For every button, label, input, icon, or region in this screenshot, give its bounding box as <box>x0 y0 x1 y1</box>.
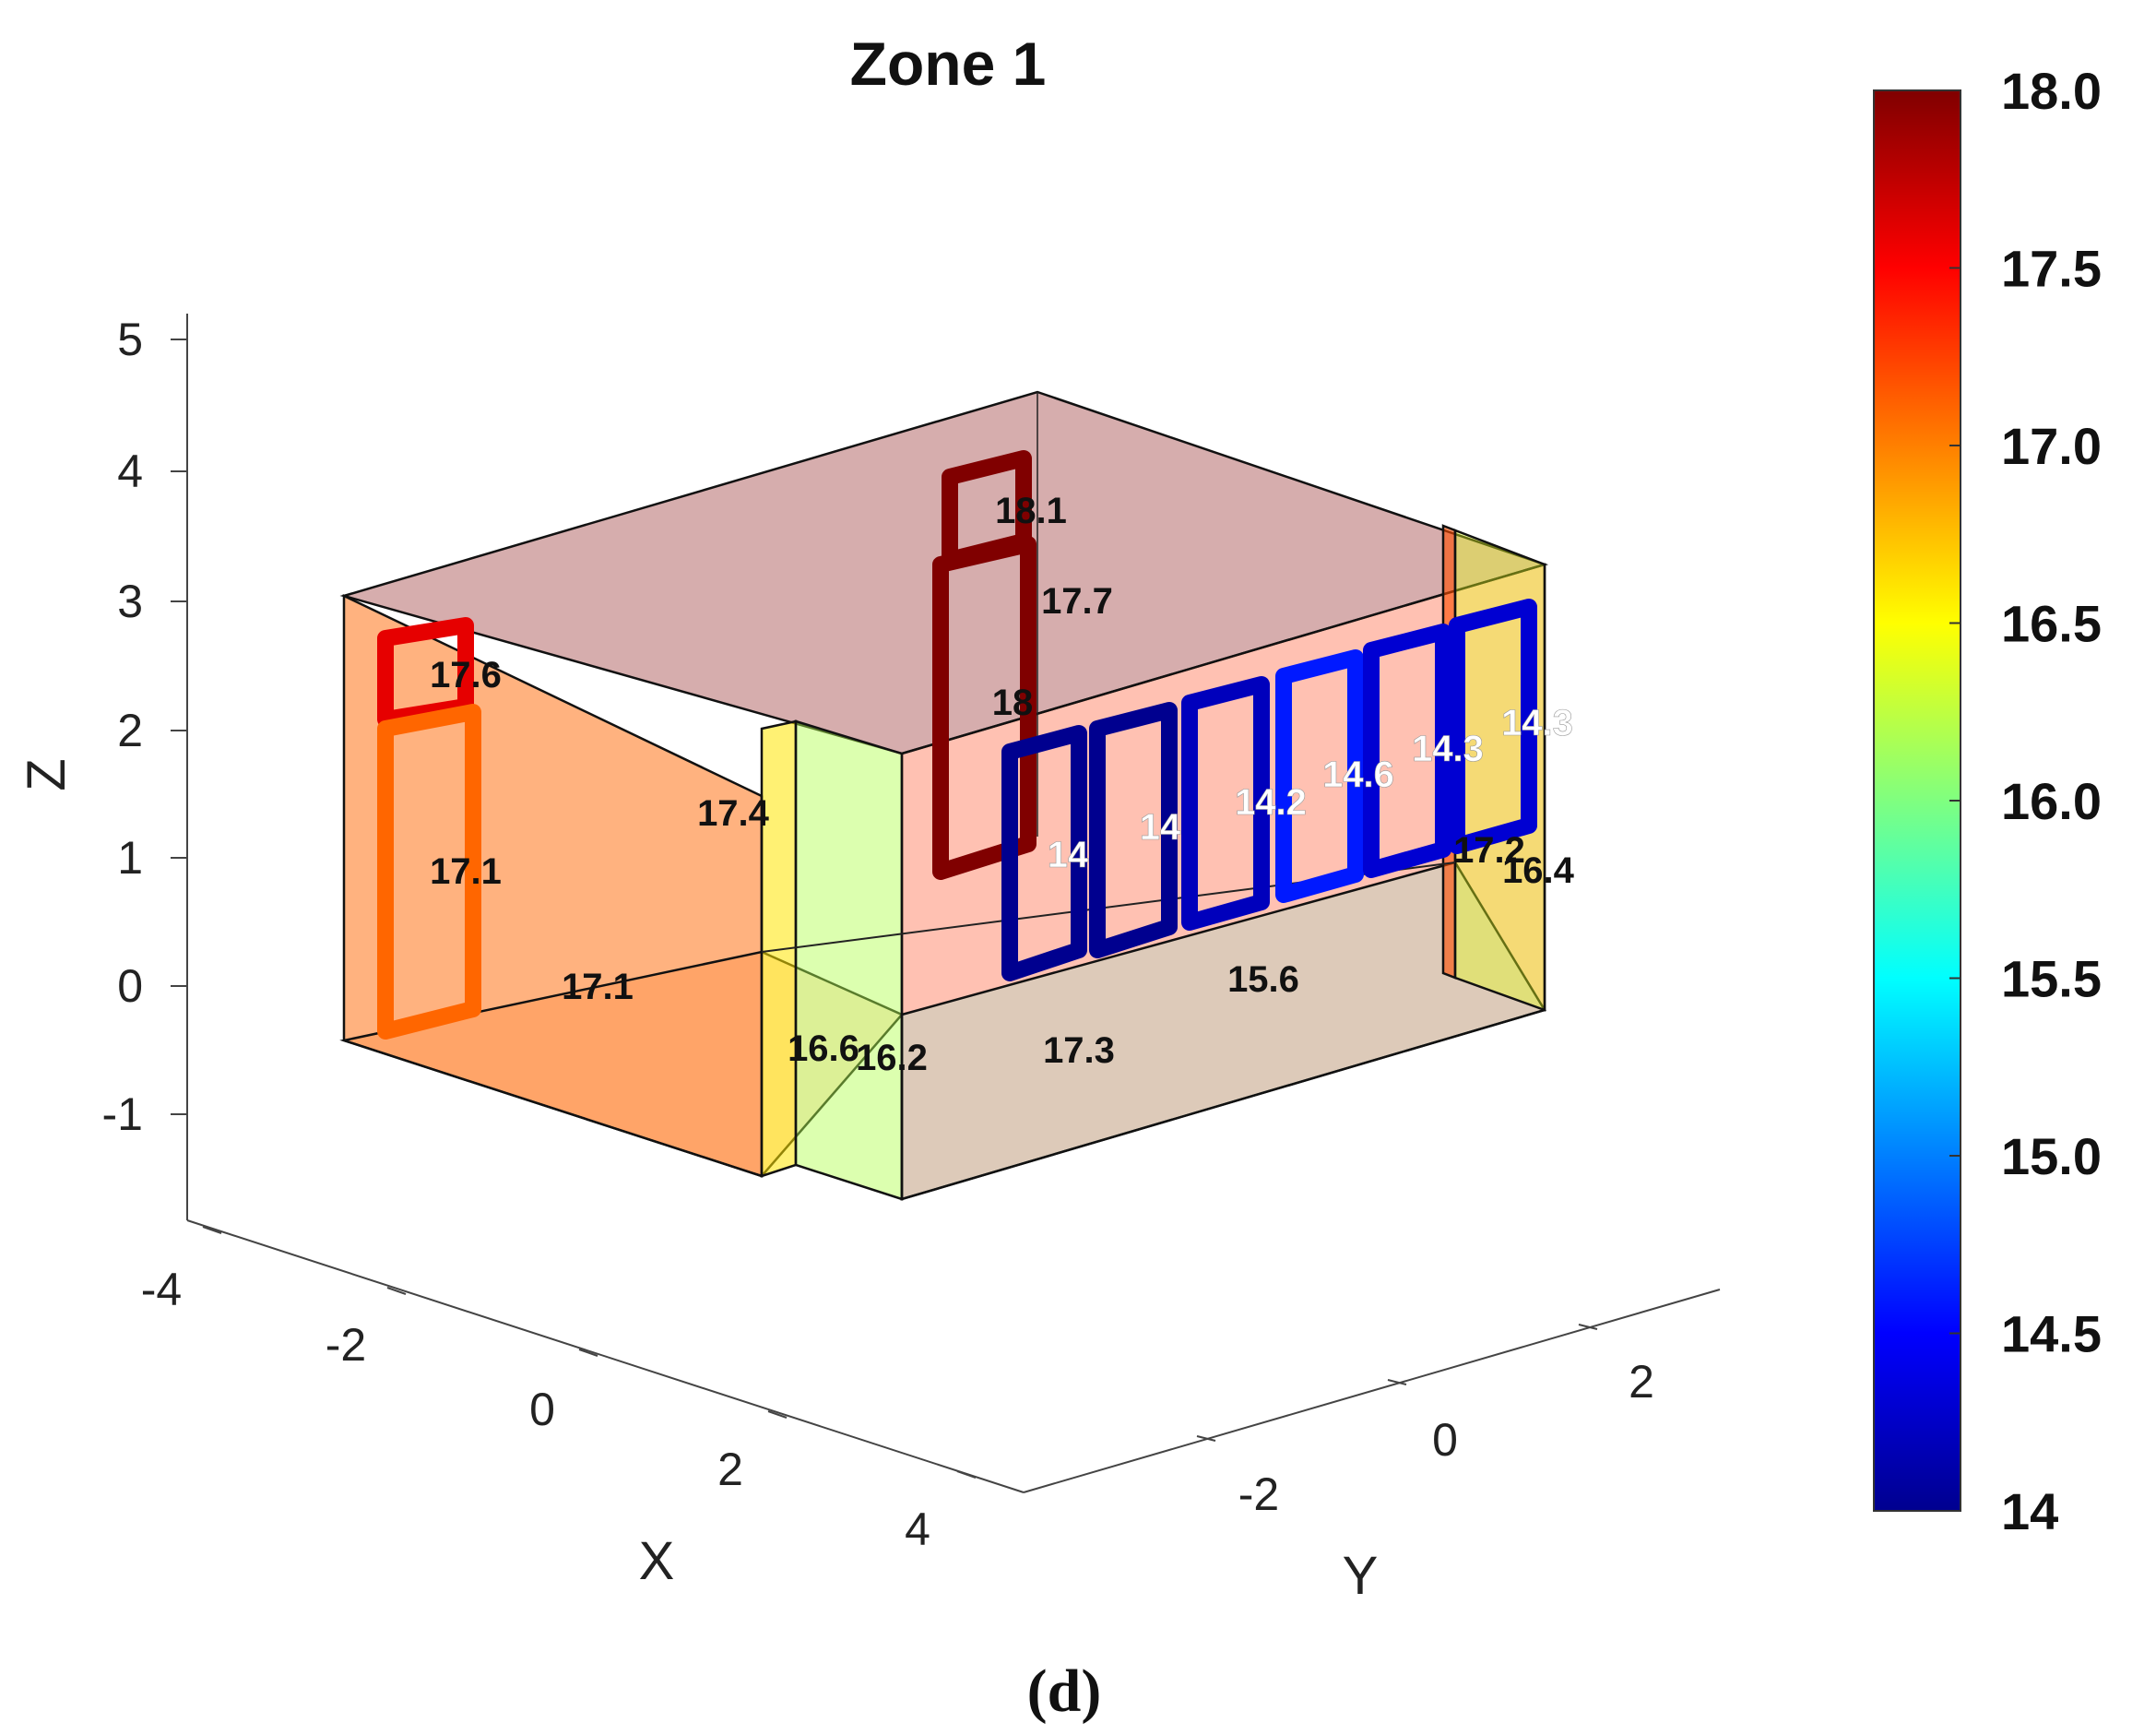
x-tick-mark <box>386 1287 407 1295</box>
z-tick-label: 0 <box>117 960 143 1012</box>
x-tick-label: -4 <box>141 1264 182 1315</box>
x-tick-label: -2 <box>326 1319 366 1371</box>
value-label: 16.2 <box>856 1038 928 1078</box>
z-tick-label: 1 <box>117 832 143 884</box>
axis-frame <box>186 314 1721 1493</box>
colorbar-tick-label: 15.5 <box>2001 950 2102 1008</box>
y-axis-ticks: -2 0 2 <box>1196 1324 1654 1520</box>
y-tick-label: 2 <box>1629 1356 1654 1408</box>
opening-window-1 <box>1001 725 1087 981</box>
y-axis-label: Y <box>1343 1546 1379 1606</box>
value-label: 14 <box>1048 835 1089 875</box>
z-tick-label: -1 <box>102 1088 143 1140</box>
value-label: 15.6 <box>1227 959 1299 1000</box>
opening-window-2 <box>1089 702 1178 958</box>
opening-interior-door <box>932 536 1037 880</box>
value-label: 14 <box>1140 807 1181 848</box>
opening-west-door <box>377 704 481 1040</box>
x-axis-label: X <box>639 1531 675 1591</box>
x-tick-label: 0 <box>529 1384 555 1435</box>
chart-title: Zone 1 <box>850 30 1047 98</box>
value-label: 17.7 <box>1041 581 1113 622</box>
opening-window-3 <box>1181 676 1270 931</box>
room-openings <box>377 450 1537 1040</box>
colorbar-tick-label: 16.5 <box>2001 595 2102 653</box>
x-tick-mark <box>767 1410 788 1419</box>
colorbar-tick-label: 17.5 <box>2001 240 2102 298</box>
value-label: 14.2 <box>1235 782 1307 823</box>
value-label: 17.4 <box>697 793 770 834</box>
value-label: 17.2 <box>1453 830 1525 871</box>
value-label: 14.6 <box>1322 755 1394 795</box>
value-label: 18.1 <box>995 491 1067 531</box>
y-tick-label: -2 <box>1238 1468 1279 1520</box>
opening-window-5 <box>1363 624 1451 878</box>
opening-window-4 <box>1275 649 1364 903</box>
x-tick-label: 4 <box>905 1503 930 1555</box>
z-tick-label: 5 <box>117 314 143 365</box>
colorbar-tick-label: 14 <box>2001 1482 2058 1540</box>
y-tick-mark <box>1387 1379 1407 1385</box>
y-axis-line <box>1023 1289 1721 1493</box>
colorbar-ticks: 18.0 17.5 17.0 16.5 16.0 15.5 15.0 14.5 14 <box>1949 62 2102 1540</box>
x-tick-mark <box>578 1349 598 1357</box>
y-tick-mark <box>1578 1324 1598 1330</box>
value-label: 16.6 <box>788 1028 859 1069</box>
x-tick-mark <box>956 1470 977 1479</box>
value-label: 17.6 <box>430 655 502 695</box>
colorbar-tick-label: 14.5 <box>2001 1305 2102 1363</box>
x-tick-mark <box>202 1226 222 1234</box>
z-tick-label: 4 <box>117 446 143 497</box>
value-label: 14.3 <box>1412 729 1484 769</box>
value-label: 16.4 <box>1502 850 1575 891</box>
value-label: 14.3 <box>1501 703 1573 743</box>
colorbar <box>1873 89 1961 1512</box>
x-axis-line <box>186 1219 1025 1493</box>
colorbar-tick-label: 18.0 <box>2001 62 2102 120</box>
value-label: 18 <box>992 683 1034 723</box>
z-axis-ticks: 5 4 3 2 1 0 -1 <box>102 314 187 1140</box>
surface-front-wall <box>794 719 904 1201</box>
y-tick-mark <box>1196 1435 1216 1442</box>
value-label: 17.1 <box>562 967 634 1007</box>
z-axis-label: Z <box>17 758 77 790</box>
colorbar-tick-label: 16.0 <box>2001 772 2102 830</box>
value-labels: 18.1 17.7 17.6 18 17.4 17.1 17.1 16.616.2 17.3 15… <box>430 491 1575 1078</box>
z-tick-label: 2 <box>117 705 143 756</box>
x-axis-ticks: -4 -2 0 2 4 <box>141 1226 977 1555</box>
colorbar-tick-label: 17.0 <box>2001 417 2102 475</box>
panel-label: (d) <box>1027 1658 1102 1725</box>
x-tick-label: 2 <box>717 1444 743 1495</box>
y-tick-label: 0 <box>1432 1414 1458 1466</box>
value-label: 17.1 <box>430 851 502 892</box>
colorbar-tick-label: 15.0 <box>2001 1127 2102 1185</box>
value-label: 17.3 <box>1043 1030 1115 1071</box>
z-tick-label: 3 <box>117 576 143 627</box>
opening-window-6 <box>1449 599 1537 854</box>
